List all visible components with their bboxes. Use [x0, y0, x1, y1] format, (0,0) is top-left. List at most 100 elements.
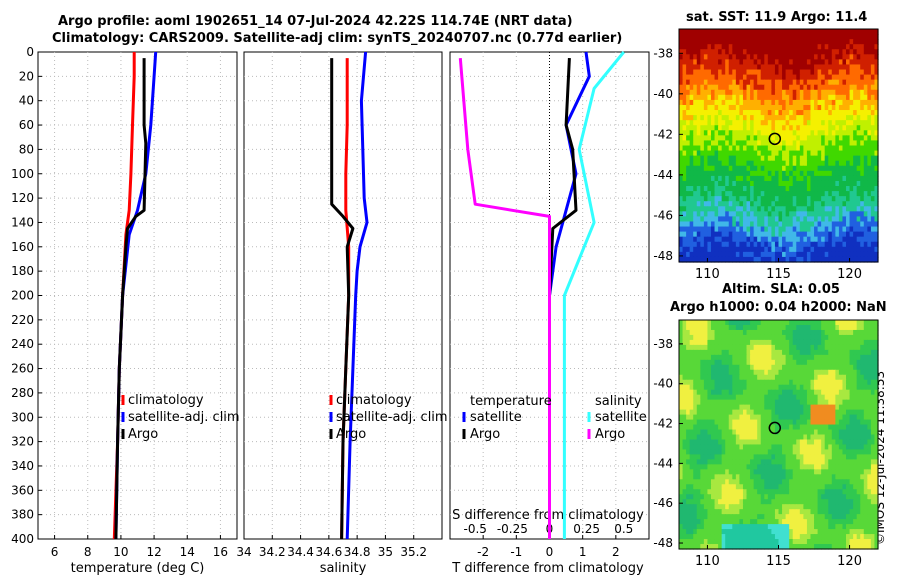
sst-map-cell [849, 160, 854, 167]
sla-map-cell [867, 449, 872, 456]
sla-map-cell [707, 384, 712, 391]
sst-map-cell [739, 29, 744, 35]
sst-map-cell [682, 196, 687, 202]
sla-map-cell [835, 369, 840, 376]
sst-map-cell [735, 160, 741, 167]
sst-map-cell [853, 211, 858, 218]
sla-map-cell [860, 489, 865, 495]
sla-map-cell [867, 379, 872, 386]
sla-map-cell [803, 454, 808, 460]
sla-map-cell [821, 329, 826, 336]
sla-map-cell [767, 429, 772, 436]
sst-map-cell [828, 39, 833, 45]
sst-map-cell [771, 104, 776, 111]
sla-map-cell [792, 484, 797, 490]
sst-map-cell [767, 231, 772, 238]
sla-map-cell [853, 359, 858, 366]
sla-map-cell [739, 374, 744, 381]
sst-map-cell [700, 196, 705, 202]
sst-map-cell [824, 196, 829, 202]
sla-map-cell [735, 404, 741, 411]
sla-map-cell [846, 414, 851, 421]
sla-map-cell [835, 334, 840, 341]
sst-map-cell [703, 34, 709, 40]
sla-map-cell [810, 419, 815, 426]
sla-map-cell [728, 424, 733, 431]
sst-map-cell [735, 94, 741, 101]
salinity-argo-line [330, 58, 355, 540]
sst-map-cell [710, 221, 716, 228]
sla-map-cell [774, 454, 780, 460]
sst-map-cell [792, 79, 797, 86]
sla-map-cell [806, 354, 812, 361]
sst-map-cell [810, 145, 815, 152]
sst-map-cell [760, 99, 765, 106]
sst-map-cell [785, 29, 790, 35]
sst-map-cell [714, 226, 719, 233]
sla-map-cell [849, 349, 854, 356]
sla-map-cell [838, 409, 844, 416]
sst-map-cell [682, 120, 687, 126]
sla-map-cell [750, 449, 755, 456]
sst-map-cell [814, 216, 819, 223]
sla-map-cell [867, 369, 872, 376]
sla-map-cell [842, 439, 847, 446]
sla-map-cell [700, 474, 705, 480]
sst-map-cell [849, 165, 854, 172]
sst-map-cell [828, 69, 833, 76]
sla-map-cell [703, 409, 709, 416]
sla-map-cell [785, 439, 790, 446]
sst-map-cell [817, 89, 822, 96]
sla-map-cell [679, 404, 684, 411]
sla-map-cell [860, 504, 865, 510]
sst-map-cell [696, 130, 701, 136]
sst-map-cell [714, 34, 719, 40]
sst-map-cell [849, 216, 854, 223]
sla-map-cell [821, 454, 826, 460]
sla-map-cell [846, 504, 851, 510]
sst-map-cell [735, 130, 741, 136]
sst-map-cell [863, 120, 868, 126]
difference-legend-header-salinity: salinity [595, 394, 642, 409]
sla-map-cell [774, 484, 780, 490]
sla-map-cell [853, 354, 858, 361]
sst-map-cell [721, 165, 726, 172]
sst-map-cell [799, 49, 804, 55]
sst-map-cell [718, 29, 723, 35]
sst-map-cell [860, 84, 865, 91]
sla-map-cell [739, 469, 744, 475]
sla-map-cell [792, 414, 797, 421]
sst-map-cell [721, 160, 726, 167]
sla-map-cell [856, 454, 861, 460]
sla-map-cell [846, 469, 851, 475]
sla-map-cell [846, 484, 851, 490]
sst-map-cell [835, 180, 840, 187]
sst-map-cell [799, 110, 804, 116]
sla-map-cell [746, 399, 751, 406]
sst-map-cell [792, 236, 797, 243]
sla-map-cell [803, 509, 808, 515]
sla-map-cell [742, 464, 748, 470]
sst-map-cell [686, 170, 691, 177]
sst-map-cell [725, 165, 730, 172]
sla-map-cell [824, 329, 829, 336]
sla-map-cell [679, 499, 684, 505]
sla-map-cell [679, 424, 684, 431]
sla-map-cell [785, 494, 790, 500]
sst-map-cell [782, 251, 787, 258]
sst-map-cell [796, 79, 801, 86]
sst-map-cell [856, 226, 861, 233]
sla-map-cell [746, 409, 751, 416]
sla-map-cell [799, 379, 804, 386]
sst-map-cell [867, 241, 872, 248]
sst-map-cell [874, 110, 879, 116]
sla-map-cell [778, 419, 783, 426]
sst-map-cell [679, 211, 684, 218]
sla-map-cell [760, 399, 765, 406]
sla-map-cell [757, 404, 762, 411]
sst-map-cell [746, 94, 751, 101]
sla-map-cell [725, 489, 730, 495]
sla-map-cell [682, 439, 687, 446]
sst-map-cell [703, 39, 709, 45]
sla-map-cell [835, 429, 840, 436]
